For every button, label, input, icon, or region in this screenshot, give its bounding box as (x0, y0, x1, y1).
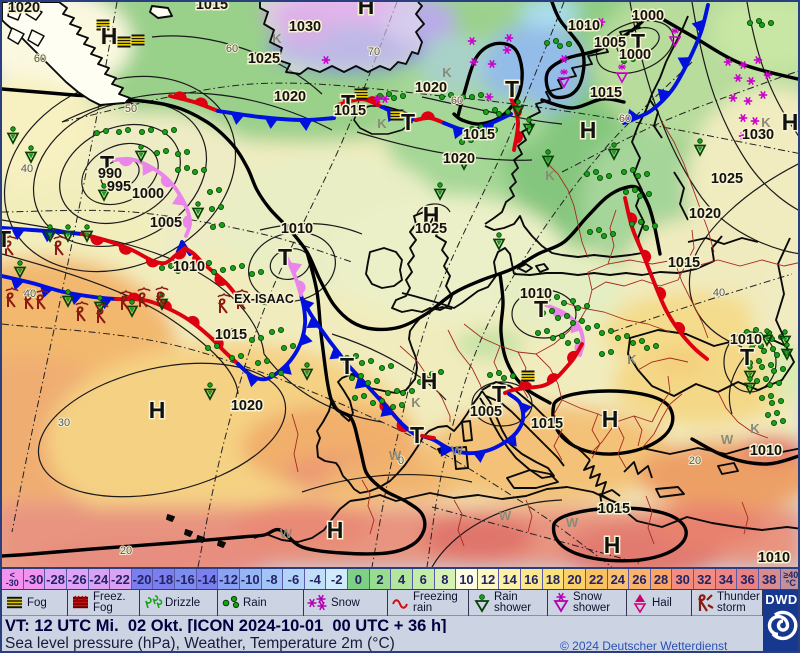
svg-text:1010: 1010 (173, 259, 205, 275)
svg-text:30: 30 (58, 417, 70, 429)
svg-text:1015: 1015 (598, 501, 630, 517)
svg-text:50: 50 (125, 103, 137, 115)
svg-text:40: 40 (24, 288, 36, 300)
svg-text:1015: 1015 (668, 255, 700, 271)
svg-text:K: K (761, 115, 771, 130)
svg-text:40: 40 (21, 163, 33, 175)
svg-text:0: 0 (398, 455, 404, 467)
svg-text:60: 60 (226, 43, 238, 55)
svg-text:W: W (451, 443, 464, 458)
svg-text:1010: 1010 (758, 550, 790, 566)
svg-text:T: T (740, 344, 754, 370)
svg-text:20: 20 (120, 545, 132, 557)
svg-text:H: H (580, 117, 597, 143)
svg-text:T: T (278, 244, 292, 270)
svg-text:1015: 1015 (196, 2, 228, 13)
svg-text:1020: 1020 (8, 2, 40, 16)
svg-text:1015: 1015 (463, 127, 495, 143)
svg-text:1010: 1010 (750, 443, 782, 459)
svg-text:1010: 1010 (730, 332, 762, 348)
svg-text:990: 990 (98, 166, 122, 182)
svg-text:H: H (149, 397, 166, 423)
svg-text:K: K (545, 168, 555, 183)
svg-text:W: W (721, 432, 734, 447)
svg-text:W: W (566, 515, 579, 530)
svg-text:H: H (602, 406, 619, 432)
svg-text:60: 60 (451, 95, 463, 107)
svg-text:K: K (377, 116, 387, 131)
svg-text:EX-ISAAC: EX-ISAAC (234, 292, 294, 306)
svg-text:1025: 1025 (248, 51, 280, 67)
svg-text:H: H (101, 23, 118, 49)
svg-text:T: T (401, 109, 415, 135)
svg-text:1015: 1015 (590, 85, 622, 101)
svg-text:40: 40 (713, 287, 725, 299)
svg-text:T: T (505, 76, 519, 102)
svg-text:K: K (411, 395, 421, 410)
svg-text:60: 60 (34, 53, 46, 65)
svg-text:H: H (604, 532, 621, 558)
svg-text:T: T (341, 90, 355, 116)
svg-text:H: H (421, 368, 438, 394)
svg-text:1020: 1020 (443, 151, 475, 167)
svg-text:W: W (280, 526, 293, 541)
svg-text:60: 60 (619, 113, 631, 125)
svg-text:H: H (358, 2, 375, 19)
svg-text:W: W (499, 508, 512, 523)
svg-text:1025: 1025 (415, 221, 447, 237)
svg-text:1015: 1015 (215, 327, 247, 343)
svg-text:W: W (389, 448, 402, 463)
svg-text:T: T (492, 381, 506, 407)
svg-text:1030: 1030 (742, 127, 774, 143)
svg-text:T: T (410, 422, 424, 448)
svg-text:1010: 1010 (281, 221, 313, 237)
svg-text:1020: 1020 (415, 80, 447, 96)
svg-text:T: T (631, 29, 645, 55)
svg-text:H: H (327, 517, 344, 543)
svg-text:H: H (423, 202, 440, 228)
svg-text:1025: 1025 (711, 171, 743, 187)
svg-text:1005: 1005 (150, 215, 182, 231)
svg-text:1000: 1000 (632, 8, 664, 24)
svg-text:1005: 1005 (470, 404, 502, 420)
svg-text:K: K (627, 352, 637, 367)
svg-text:1015: 1015 (334, 103, 366, 119)
svg-text:K: K (750, 421, 760, 436)
svg-text:1010: 1010 (520, 286, 552, 302)
svg-text:995: 995 (107, 179, 131, 195)
svg-text:1020: 1020 (274, 89, 306, 105)
svg-text:1015: 1015 (531, 416, 563, 432)
svg-text:H: H (782, 109, 799, 135)
svg-text:1000: 1000 (619, 47, 651, 63)
svg-text:T: T (340, 353, 354, 379)
svg-text:1010: 1010 (568, 18, 600, 34)
svg-text:1005: 1005 (594, 35, 626, 51)
svg-text:T: T (100, 151, 114, 177)
svg-text:K: K (272, 31, 282, 46)
svg-text:1020: 1020 (689, 206, 721, 222)
svg-text:1020: 1020 (231, 398, 263, 414)
svg-text:T: T (2, 226, 11, 252)
svg-text:K: K (442, 65, 452, 80)
svg-text:1030: 1030 (289, 19, 321, 35)
svg-text:1000: 1000 (132, 186, 164, 202)
svg-text:20: 20 (689, 455, 701, 467)
svg-text:T: T (534, 296, 548, 322)
svg-text:70: 70 (368, 46, 380, 58)
